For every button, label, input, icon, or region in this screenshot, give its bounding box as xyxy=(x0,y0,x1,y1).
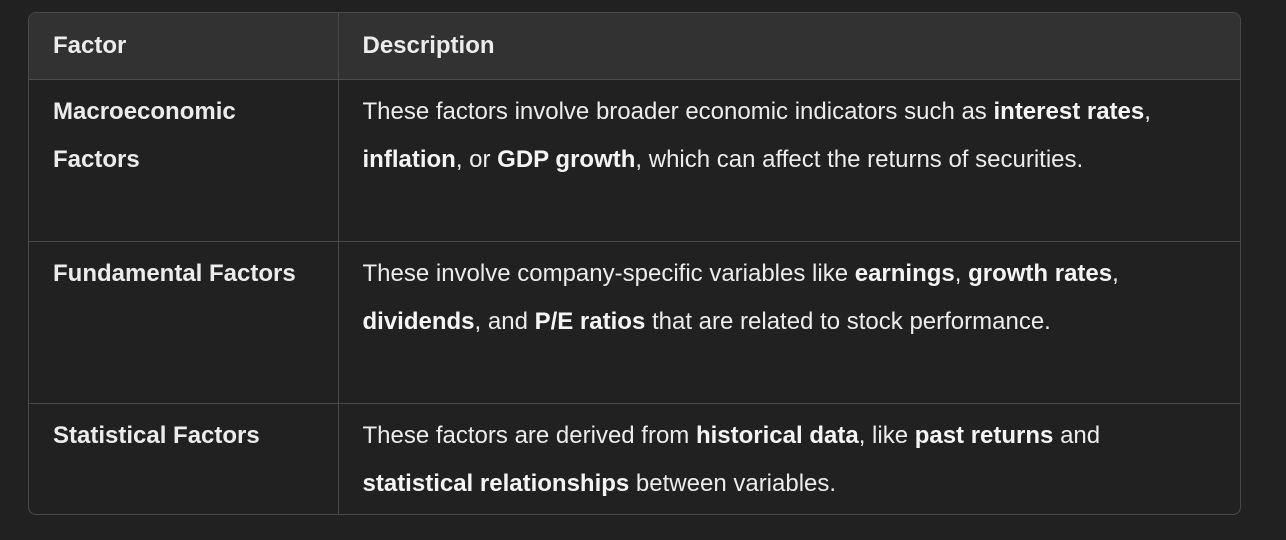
row-description: These involve company-specific variables… xyxy=(337,241,1240,403)
table-row: Macroeconomic Factors These factors invo… xyxy=(29,79,1240,241)
description-text: , like xyxy=(858,421,915,449)
description-text: and xyxy=(1053,421,1101,449)
bold-term: past returns xyxy=(914,421,1054,449)
description-text: , xyxy=(1112,259,1119,287)
description-text: These involve company-specific variables… xyxy=(362,259,855,287)
row-description: These factors involve broader economic i… xyxy=(337,79,1240,241)
factor-table-grid: Factor Description Macroeconomic Factors… xyxy=(29,13,1240,514)
header-description: Description xyxy=(337,13,1240,80)
table-header-row: Factor Description xyxy=(29,13,1240,80)
description-text: , xyxy=(954,259,969,287)
description-text: , or xyxy=(455,145,498,173)
bold-term: interest rates xyxy=(993,97,1145,125)
description-text: , and xyxy=(474,307,535,335)
row-description: These factors are derived from historica… xyxy=(337,403,1240,514)
bold-term: GDP growth xyxy=(497,145,636,173)
row-factor: Macroeconomic Factors xyxy=(53,97,236,173)
description-text: , xyxy=(1144,97,1151,125)
description-text: These factors are derived from xyxy=(362,421,696,449)
factor-table: Factor Description Macroeconomic Factors… xyxy=(28,12,1241,515)
bold-term: growth rates xyxy=(968,259,1113,287)
bold-term: dividends xyxy=(362,307,475,335)
bold-term: statistical relationships xyxy=(362,469,630,497)
description-text: These factors involve broader economic i… xyxy=(362,97,994,125)
row-factor: Fundamental Factors xyxy=(53,259,296,287)
header-factor: Factor xyxy=(29,13,338,80)
bold-term: earnings xyxy=(854,259,955,287)
bold-term: inflation xyxy=(362,145,456,173)
bold-term: P/E ratios xyxy=(534,307,646,335)
description-text: , which can affect the returns of securi… xyxy=(635,145,1084,173)
table-row: Statistical Factors These factors are de… xyxy=(29,403,1240,514)
bold-term: historical data xyxy=(695,421,859,449)
description-text: between variables. xyxy=(629,469,837,497)
table-row: Fundamental Factors These involve compan… xyxy=(29,241,1240,403)
row-factor: Statistical Factors xyxy=(53,421,260,449)
description-text: that are related to stock performance. xyxy=(645,307,1051,335)
